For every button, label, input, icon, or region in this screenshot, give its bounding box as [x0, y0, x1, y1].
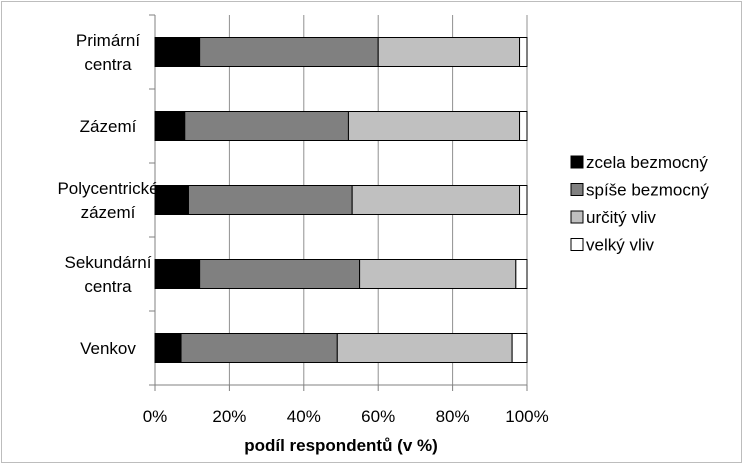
legend-label: velký vliv — [586, 236, 655, 255]
bar-segment — [199, 37, 379, 67]
bar-segment — [184, 111, 349, 141]
bar-segment — [511, 333, 528, 363]
x-tick-label: 40% — [287, 407, 321, 426]
bar-segment — [519, 111, 528, 141]
x-tick-label: 20% — [212, 407, 246, 426]
category-label: Primární — [76, 31, 141, 50]
legend-swatch — [570, 238, 584, 251]
bar-segment — [377, 37, 521, 67]
category-label: Sekundární — [65, 253, 152, 272]
bar-segment — [199, 259, 361, 289]
legend-swatch — [570, 155, 584, 169]
bar-segment — [154, 185, 189, 215]
bar-segment — [515, 259, 528, 289]
category-label: Venkov — [80, 339, 136, 358]
bar-segment — [180, 333, 338, 363]
bar-segment — [154, 37, 201, 67]
category-label: Polycentrické — [57, 179, 158, 198]
bar-segment — [336, 333, 513, 363]
category-label: zázemí — [81, 203, 136, 222]
bar-segment — [519, 185, 528, 215]
legend-label: určitý vliv — [586, 208, 656, 227]
x-tick-label: 80% — [436, 407, 470, 426]
bar-segment — [187, 185, 353, 215]
bar-segment — [351, 185, 521, 215]
x-tick-label: 60% — [361, 407, 395, 426]
x-axis-title: podíl respondentů (v %) — [244, 436, 438, 455]
category-label: centra — [84, 277, 132, 296]
category-label: centra — [84, 55, 132, 74]
bar-segment — [359, 259, 517, 289]
bar-segment — [347, 111, 521, 141]
x-tick-label: 100% — [505, 407, 548, 426]
legend-label: spíše bezmocný — [586, 181, 709, 200]
x-tick-label: 0% — [143, 407, 168, 426]
legend-swatch — [570, 210, 584, 224]
category-label: Zázemí — [80, 117, 137, 136]
legend-swatch — [570, 183, 584, 196]
bar-segment — [519, 37, 528, 67]
bar-segment — [154, 111, 186, 141]
bar-segment — [154, 259, 201, 289]
bar-segment — [154, 333, 182, 363]
legend-label: zcela bezmocný — [586, 153, 708, 172]
